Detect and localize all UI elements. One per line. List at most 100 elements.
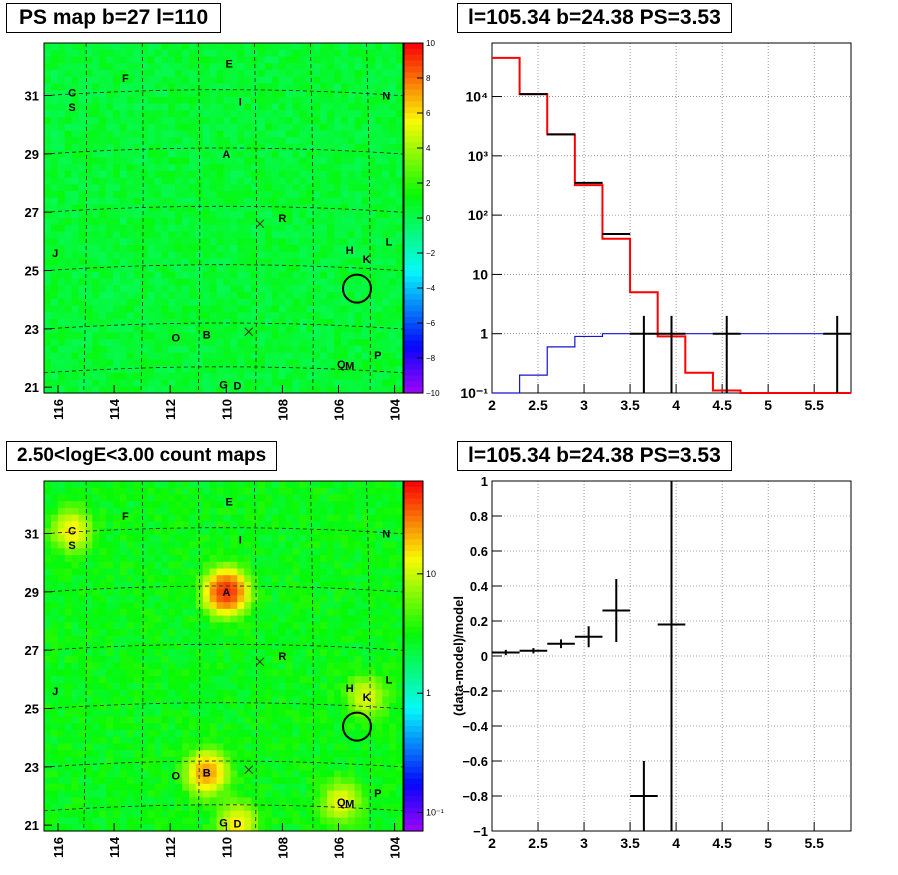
count-map-y-tick-label: 31 [25, 527, 39, 542]
count-map-frame [43, 480, 404, 832]
spectrum-x-tick-label: 5.5 [804, 397, 824, 413]
count-map-source-label-M: M [345, 798, 354, 810]
ps-map-parallel [43, 89, 404, 97]
count-map-meridian [310, 480, 314, 832]
ps-map-x-tick-label: 112 [163, 399, 178, 420]
residual-x-tick-label: 4.5 [712, 835, 732, 851]
count-map-cross-marker [244, 765, 254, 775]
count-map-source-label-C: C [68, 526, 76, 538]
count-map-source-label-S: S [68, 540, 75, 552]
count-map-colorbar-tick-label: 1 [426, 688, 431, 698]
ps-map-parallel [43, 264, 404, 272]
residual-y-tick-label: −0.6 [462, 754, 488, 769]
ps-map-source-label-I: I [239, 96, 242, 108]
count-map-source-label-F: F [122, 511, 129, 523]
ps-map-source-label-E: E [225, 58, 232, 70]
ps-map-source-label-L: L [386, 236, 393, 248]
residual-x-tick-label: 3 [580, 835, 588, 851]
spectrum-y-tick-label: 1 [480, 326, 488, 342]
ps-map-colorbar [404, 43, 423, 394]
count-map-source-label-J: J [52, 686, 58, 698]
ps-map-source-label-M: M [345, 360, 354, 372]
residual-y-tick-label: 1 [481, 474, 488, 489]
spectrum-x-tick-label: 2 [488, 397, 496, 413]
ps-map-meridian [197, 42, 201, 394]
ps-map-meridian [140, 42, 144, 394]
ps-map-colorbar-tick-label: 2 [426, 179, 431, 188]
ps-map-meridian [310, 42, 314, 394]
count-map-source-label-O: O [172, 771, 181, 783]
count-map-source-label-I: I [239, 534, 242, 546]
ps-map-source-label-K: K [363, 254, 371, 266]
ps-map-source-label-O: O [172, 333, 181, 345]
count-map-source-label-P: P [374, 788, 381, 800]
ps-map-heatmap-cells [44, 43, 404, 394]
count-map-x-tick-label: 110 [219, 837, 234, 858]
count-map-source-label-N: N [382, 529, 390, 541]
ps-map-x-tick-label: 106 [331, 399, 346, 421]
ps-map-title: PS map b=27 l=110 [6, 3, 222, 33]
count-map-parallel [43, 527, 404, 535]
residual-x-tick-label: 2.5 [528, 835, 548, 851]
ps-map-source-label-A: A [222, 149, 230, 161]
ps-map-source-label-S: S [68, 102, 75, 114]
ps-map-x-tick-label: 104 [388, 398, 403, 420]
spectrum-y-tick-label: 10⁻¹ [460, 385, 488, 401]
count-map-source-label-H: H [346, 683, 354, 695]
residual-x-tick-label: 5 [764, 835, 772, 851]
count-map-parallel [43, 804, 404, 812]
residual-x-tick-label: 5.5 [804, 835, 824, 851]
count-map-source-label-D: D [234, 819, 242, 831]
spectrum-x-tick-label: 5 [764, 397, 772, 413]
ps-map-source-label-P: P [374, 350, 381, 362]
count-map-x-tick-label: 114 [107, 836, 122, 858]
count-map-source-label-A: A [222, 587, 230, 599]
count-map-target-circle [342, 711, 373, 742]
ps-map-colorbar-tick-label: 8 [426, 74, 431, 83]
spectrum-title: l=105.34 b=24.38 PS=3.53 [457, 3, 732, 33]
residual-title: l=105.34 b=24.38 PS=3.53 [457, 441, 732, 471]
count-map-x-tick-label: 106 [331, 837, 346, 859]
count-map-meridian [366, 480, 371, 832]
count-map-y-tick-label: 29 [25, 585, 39, 600]
count-map-x-tick-label: 112 [163, 837, 178, 858]
spectrum-panel: 2 2.5 3 3.5 4 4.5 5 5.5 10⁻¹ 1 10 10² 10³ 10⁴ l=105.3… [449, 0, 898, 437]
count-map-cross-marker [255, 657, 265, 667]
ps-map-x-tick-label: 108 [275, 399, 290, 421]
count-map-source-label-L: L [386, 674, 393, 686]
spectrum-x-tick-label: 4.5 [712, 397, 732, 413]
spectrum-y-tick-label: 10 [472, 266, 488, 282]
count-map-x-tick-label: 104 [388, 836, 403, 858]
ps-map-colorbar-tick-label: 10 [426, 39, 435, 48]
ps-map-source-label-J: J [52, 248, 58, 260]
ps-map-y-tick-label: 29 [25, 147, 39, 162]
ps-map-meridian [254, 42, 257, 394]
spectrum-x-tick-label: 3.5 [620, 397, 640, 413]
ps-map-colorbar-tick-label: −8 [426, 354, 436, 363]
ps-map-colorbar-tick-label: 0 [426, 214, 431, 223]
ps-map-parallel [43, 147, 404, 155]
spectrum-x-tick-label: 4 [672, 397, 680, 413]
ps-map-graticule [43, 42, 404, 394]
count-map-source-label-G: G [219, 817, 228, 829]
ps-map-y-tick-label: 21 [25, 380, 39, 395]
count-map-parallel [43, 760, 404, 768]
residual-y-tick-label: 0.6 [470, 544, 488, 559]
residual-x-tick-label: 2 [488, 835, 496, 851]
spectrum-x-tick-label: 3 [580, 397, 588, 413]
count-map-title: 2.50<logE<3.00 count maps [6, 441, 278, 471]
ps-map-colorbar-tick-label: −6 [426, 319, 436, 328]
ps-map-y-tick-label: 23 [25, 322, 39, 337]
count-map-meridian [140, 480, 144, 832]
ps-map-target-circle [342, 273, 373, 304]
count-map-parallel [43, 643, 404, 651]
ps-map-colorbar-tick-label: −10 [426, 389, 440, 398]
ps-map-colorbar-tick-label: −4 [426, 284, 436, 293]
ps-map-y-tick-label: 31 [25, 89, 39, 104]
count-map-source-label-R: R [278, 651, 286, 663]
count-map-source-label-B: B [203, 768, 211, 780]
ps-map-x-tick-label: 114 [107, 398, 122, 420]
spectrum-model-line [492, 56, 851, 394]
